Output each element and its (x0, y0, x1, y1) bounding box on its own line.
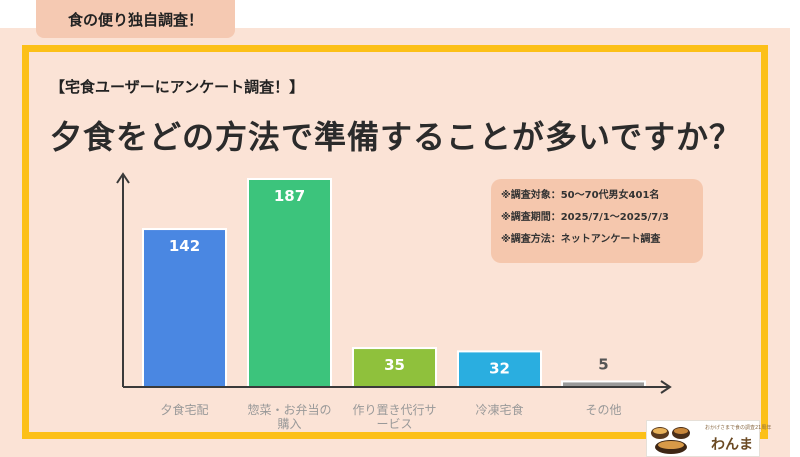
bar-value-label: 35 (384, 356, 405, 374)
category-label: ービス (376, 417, 412, 431)
survey-info-box: ※調査対象：50～70代男女401名 ※調査期間：2025/7/1～2025/7… (491, 179, 703, 263)
bar-4 (457, 350, 542, 388)
page-title: 夕食をどの方法で準備することが多いですか？ (50, 118, 743, 156)
bar-1 (142, 228, 227, 388)
logo-name: わんまる (711, 437, 753, 453)
survey-target: ※調査対象：50～70代男女401名 (501, 190, 660, 201)
bar-value-label: 32 (489, 359, 510, 377)
x-axis-arrow (660, 380, 672, 394)
category-label: 作り置き代行サ (352, 403, 436, 417)
survey-method: ※調査方法：ネットアンケート調査 (501, 234, 661, 245)
brand-logo: おかげさまで食の調査21周年 わんまる (646, 420, 771, 457)
category-label: 惣菜・お弁当の (247, 402, 331, 417)
category-label: 冷凍宅食 (475, 402, 523, 417)
food-bowl-icon (651, 427, 690, 454)
category-label: その他 (585, 403, 621, 417)
header-tab: 食の便り独自調査！ (36, 0, 235, 38)
bar-value-label: 187 (274, 187, 305, 205)
category-label: 夕食宅配 (160, 402, 208, 417)
bar-value-label: 142 (169, 237, 200, 255)
y-axis-arrow (116, 172, 130, 184)
bar-2 (247, 178, 332, 388)
survey-period: ※調査期間：2025/7/1～2025/7/3 (501, 212, 669, 223)
subheading: 【宅食ユーザーにアンケート調査！】 (50, 78, 305, 96)
logo-tagline: おかげさまで食の調査21周年 (705, 425, 772, 431)
category-label: 購入 (277, 417, 301, 431)
bar-value-label: 5 (598, 355, 608, 373)
